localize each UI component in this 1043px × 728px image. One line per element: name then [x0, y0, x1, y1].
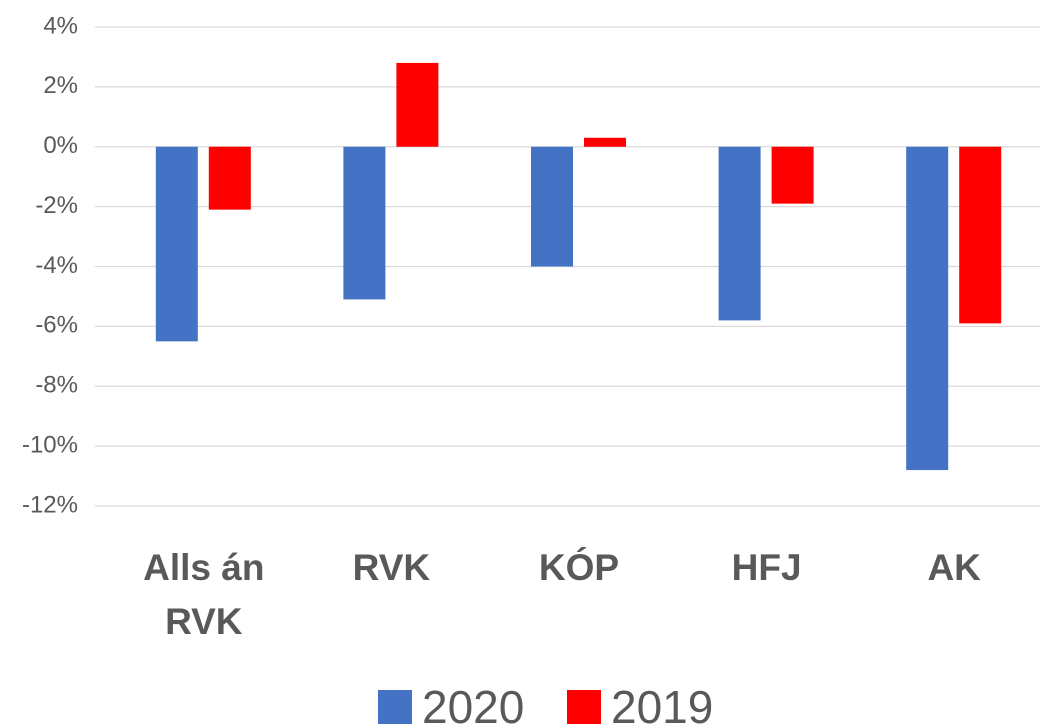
y-tick-label: -8% — [35, 372, 78, 399]
bar — [584, 137, 626, 147]
x-tick-label: AK — [927, 547, 981, 588]
bar — [208, 146, 251, 210]
x-tick-label: RVK — [352, 547, 431, 588]
bar — [959, 146, 1002, 324]
x-tick-label: HFJ — [731, 547, 802, 588]
x-tick-label: Alls án RVK — [143, 547, 265, 642]
bar — [771, 146, 814, 204]
y-tick-label: -10% — [22, 431, 78, 458]
x-tick-label: KÓP — [538, 547, 620, 588]
y-tick-label: 2% — [43, 72, 78, 99]
y-tick-label: -12% — [22, 491, 78, 518]
bar — [718, 146, 761, 321]
legend-label: 2020 — [422, 681, 525, 728]
y-tick-label: -2% — [35, 192, 78, 219]
legend-item: 2019 — [567, 681, 714, 728]
bar — [396, 62, 439, 147]
legend-swatch — [567, 690, 601, 724]
y-tick-label: 4% — [43, 12, 78, 39]
legend-item: 2020 — [378, 681, 525, 728]
bar — [531, 146, 573, 267]
y-tick-label: -6% — [35, 312, 78, 339]
bar — [906, 146, 949, 471]
y-tick-label: 0% — [43, 132, 78, 159]
legend-label: 2019 — [611, 681, 714, 728]
bar — [343, 146, 386, 300]
bar — [155, 146, 198, 342]
legend-swatch — [378, 690, 412, 724]
y-tick-label: -4% — [35, 252, 78, 279]
